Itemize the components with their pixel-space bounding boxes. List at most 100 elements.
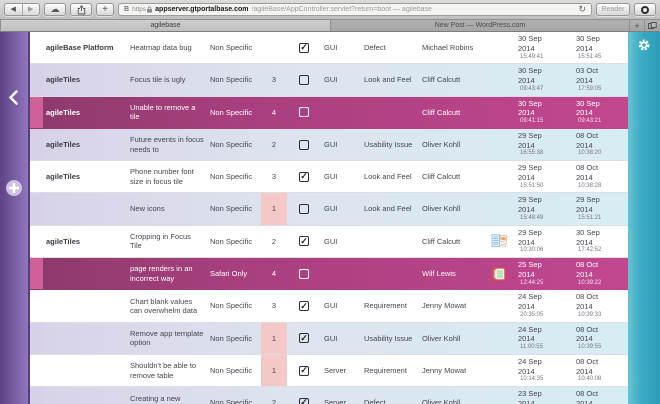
nav-buttons[interactable]: ◀ ▶ xyxy=(4,3,40,16)
checkbox-unchecked[interactable] xyxy=(299,268,309,279)
table-row[interactable]: agileTiles Phone number font size in focu… xyxy=(30,161,628,194)
cell-updated-date: 08 Oct 2014 10:39:55 xyxy=(576,324,602,351)
cell-attachment[interactable] xyxy=(483,258,515,289)
url-domain: appserver.gtportalbase.com xyxy=(155,6,249,13)
table-row[interactable]: New icons Non Specific 1 GUI Look and Feel Ol… xyxy=(30,193,628,226)
cell-type: Defect xyxy=(364,42,386,52)
new-tab-small-button[interactable]: + xyxy=(630,20,645,31)
checkbox-unchecked[interactable] xyxy=(299,139,309,150)
cell-attachment xyxy=(483,323,515,354)
site-favicon: B xyxy=(124,6,130,13)
cell-attachment xyxy=(483,97,515,128)
cell-attachment xyxy=(483,193,515,224)
checkbox-checked[interactable]: ✓ xyxy=(299,332,309,344)
cell-area: GUI xyxy=(324,301,338,311)
cell-severity: 4 xyxy=(271,269,277,279)
cell-browser: Non Specific xyxy=(210,139,253,149)
forward-icon[interactable]: ▶ xyxy=(28,6,34,13)
row-gutter xyxy=(30,32,43,63)
cell-checked: ✓ xyxy=(287,226,321,257)
cell-summary: Shouldn't be able to remove table xyxy=(130,361,197,380)
back-nav-button[interactable] xyxy=(9,90,18,110)
checkbox-checked[interactable]: ✓ xyxy=(299,365,309,376)
checkbox-unchecked[interactable] xyxy=(299,204,309,215)
row-gutter xyxy=(30,96,43,128)
checkbox-checked[interactable]: ✓ xyxy=(299,42,309,53)
refresh-icon[interactable]: ↻ xyxy=(578,4,586,14)
new-tab-button[interactable]: + xyxy=(96,3,114,16)
url-bar[interactable]: B https appserver.gtportalbase.com /agil… xyxy=(118,3,592,16)
table-row[interactable]: Shouldn't be able to remove table Non Spe… xyxy=(30,354,628,388)
issues-table: agileBase Platform Heatmap data bug Non Sp… xyxy=(30,32,628,404)
cell-browser: Non Specific xyxy=(210,398,253,404)
lock-icon xyxy=(147,6,153,13)
table-row[interactable]: agileTiles Focus tile is ugly Non Specific… xyxy=(30,64,628,97)
table-row[interactable]: agileTiles Unable to remove a tile Non Spe… xyxy=(30,96,628,129)
cell-project xyxy=(43,355,127,386)
cell-area: GUI xyxy=(324,172,338,182)
cell-summary: Creating a new company doesn't xyxy=(130,393,186,404)
cell-attachment xyxy=(483,161,515,192)
cell-type xyxy=(361,226,419,257)
add-record-button[interactable] xyxy=(6,180,22,196)
cell-project xyxy=(43,258,127,289)
cell-area xyxy=(321,97,361,128)
cell-created-date: 29 Sep 2014 15:51:50 xyxy=(518,163,544,189)
tab-overview-button[interactable] xyxy=(645,20,660,31)
table-row[interactable]: Remove app template option Non Specific 1 ✓… xyxy=(30,322,628,355)
cell-updated-date: 30 Sep 2014 15:51:45 xyxy=(576,34,602,60)
tab-grid-icon xyxy=(648,21,657,29)
cell-project: agileTiles xyxy=(46,75,81,85)
table-row[interactable]: Creating a new company doesn't Non Specif… xyxy=(30,387,628,404)
table-row[interactable]: page renders in an incorrect way Safari O… xyxy=(30,258,628,291)
cell-updated-date: 08 Oct 2014 10:39:33 xyxy=(576,292,602,318)
tab-wordpress[interactable]: New Post — WordPress.com xyxy=(331,20,630,31)
cell-summary: Phone number font size in focus tile xyxy=(130,167,194,186)
cell-project: agileTiles xyxy=(46,107,81,117)
left-nav-panel xyxy=(0,32,30,404)
checkbox-checked[interactable]: ✓ xyxy=(299,171,309,182)
cell-browser: Non Specific xyxy=(210,301,253,311)
plus-icon: + xyxy=(102,4,108,15)
url-path: /agileBase/AppController.servlet?return=… xyxy=(251,6,432,13)
cell-type: Usability Issue xyxy=(364,333,413,343)
table-row[interactable]: agileTiles Future events in focus needs t… xyxy=(30,128,628,162)
cell-created-date: 24 Sep 2014 10:14:35 xyxy=(518,356,544,383)
cell-severity: 3 xyxy=(271,75,277,85)
share-button[interactable] xyxy=(70,3,92,16)
table-row[interactable]: agileBase Platform Heatmap data bug Non Sp… xyxy=(30,32,628,65)
back-icon[interactable]: ◀ xyxy=(10,6,16,13)
extension-button[interactable] xyxy=(634,3,656,16)
cell-severity: 1 xyxy=(261,322,287,354)
cell-assignee: Oliver Kohll xyxy=(422,204,461,214)
checkbox-checked[interactable]: ✓ xyxy=(299,397,309,404)
cell-browser: Non Specific xyxy=(210,333,253,343)
cell-area: Server xyxy=(324,365,347,375)
cell-checked: ✓ xyxy=(287,290,321,321)
cell-attachment[interactable] xyxy=(483,226,515,257)
checkbox-unchecked[interactable] xyxy=(299,107,309,118)
cell-project: agileBase Platform xyxy=(46,42,114,52)
cell-browser: Non Specific xyxy=(210,365,253,375)
row-gutter xyxy=(30,128,43,161)
checkbox-checked[interactable]: ✓ xyxy=(299,300,309,312)
icloud-tabs-button[interactable]: ☁ xyxy=(44,3,66,16)
reader-button[interactable]: Reader xyxy=(596,3,630,16)
cell-assignee: Oliver Kohll xyxy=(422,398,461,404)
cell-created-date: 30 Sep 2014 09:43:47 xyxy=(518,66,544,92)
table-row[interactable]: Chart blank values can overwhelm data Non… xyxy=(30,290,628,323)
tab-label: New Post — WordPress.com xyxy=(434,22,526,29)
table-row[interactable]: agileTiles Cropping in Focus Tile Non Spec… xyxy=(30,225,628,259)
settings-button[interactable] xyxy=(638,38,650,56)
cell-summary: Heatmap data bug xyxy=(130,42,192,52)
cell-severity: 2 xyxy=(271,236,277,246)
checkbox-unchecked[interactable] xyxy=(299,74,309,85)
app-content: agileBase Platform Heatmap data bug Non Sp… xyxy=(0,32,660,404)
checkbox-checked[interactable]: ✓ xyxy=(299,235,309,247)
cell-summary: Remove app template option xyxy=(130,328,204,348)
cell-area: Server xyxy=(324,398,347,404)
right-tool-panel xyxy=(628,32,660,404)
tab-agilebase[interactable]: agilebase xyxy=(0,20,331,31)
row-gutter xyxy=(30,226,43,257)
cell-summary: Focus tile is ugly xyxy=(130,75,186,85)
